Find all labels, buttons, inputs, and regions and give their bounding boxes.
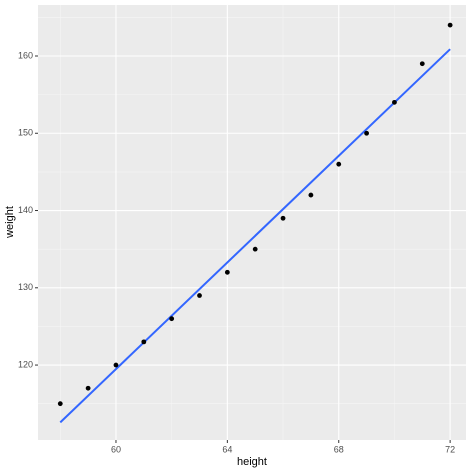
point — [197, 293, 202, 298]
y-tick-label: 150 — [18, 128, 33, 138]
y-tick-label: 160 — [18, 50, 33, 60]
y-tick-label: 140 — [18, 205, 33, 215]
point — [169, 316, 175, 322]
point — [85, 385, 91, 391]
fit-line — [59, 48, 451, 424]
point — [308, 192, 314, 198]
y-tick-label: 130 — [18, 282, 33, 292]
x-tick-label: 68 — [334, 444, 344, 454]
point — [252, 246, 258, 252]
x-axis-title: height — [237, 456, 267, 468]
point — [57, 401, 63, 407]
panel — [38, 5, 466, 440]
y-tick-label: 120 — [18, 359, 33, 369]
y-axis-title: weight — [4, 206, 16, 239]
point — [280, 215, 286, 221]
x-tick-label: 64 — [222, 444, 232, 454]
point — [113, 362, 119, 368]
point — [364, 130, 369, 136]
point — [447, 22, 453, 28]
point — [419, 61, 425, 67]
x-tick-label: 60 — [111, 444, 121, 454]
point — [141, 339, 147, 345]
point — [224, 269, 230, 275]
point — [336, 161, 342, 167]
point — [392, 99, 397, 105]
x-tick-label: 72 — [445, 444, 455, 454]
